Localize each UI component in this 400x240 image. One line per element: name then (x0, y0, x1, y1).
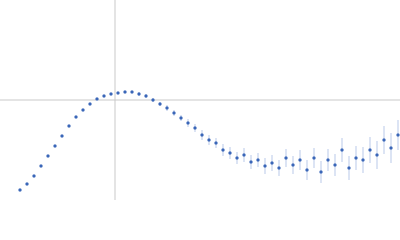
data-point (221, 148, 225, 152)
data-point (305, 168, 309, 172)
data-point (109, 92, 113, 96)
data-point (165, 106, 169, 110)
page: {"chart_data": {"type": "scatter", "xlim… (0, 0, 400, 200)
data-point (60, 134, 64, 138)
data-point (179, 116, 183, 120)
data-point (130, 90, 134, 94)
data-point (326, 158, 330, 162)
data-point (193, 126, 197, 130)
data-point (200, 133, 204, 137)
data-point (67, 124, 71, 128)
data-point (228, 151, 232, 155)
data-point (333, 163, 337, 167)
data-point (375, 153, 379, 157)
data-point (235, 156, 239, 160)
data-point (172, 111, 176, 115)
data-point (144, 94, 148, 98)
data-point (263, 164, 267, 168)
data-point (123, 90, 127, 94)
data-point (186, 121, 190, 125)
data-point (396, 133, 400, 137)
data-point (214, 141, 218, 145)
data-point (249, 160, 253, 164)
data-point (158, 102, 162, 106)
chart (0, 0, 400, 200)
data-point (88, 102, 92, 106)
data-point (312, 156, 316, 160)
data-point (102, 94, 106, 98)
data-point (53, 144, 57, 148)
data-point (32, 174, 36, 178)
data-point (18, 188, 22, 192)
data-point (95, 97, 99, 101)
data-point (382, 138, 386, 142)
data-point (298, 158, 302, 162)
data-point (256, 158, 260, 162)
data-point (25, 182, 29, 186)
data-point (347, 166, 351, 170)
data-point (74, 115, 78, 119)
data-point (151, 98, 155, 102)
data-point (116, 91, 120, 95)
data-point (368, 148, 372, 152)
data-point (319, 170, 323, 174)
data-point (284, 156, 288, 160)
data-point (242, 153, 246, 157)
data-point (291, 163, 295, 167)
data-point (354, 156, 358, 160)
data-point (270, 161, 274, 165)
data-point (81, 108, 85, 112)
data-point (46, 154, 50, 158)
data-point (361, 158, 365, 162)
data-point (277, 166, 281, 170)
data-point (39, 164, 43, 168)
data-point (389, 146, 393, 150)
data-point (137, 92, 141, 96)
data-point (207, 138, 211, 142)
data-point (340, 148, 344, 152)
